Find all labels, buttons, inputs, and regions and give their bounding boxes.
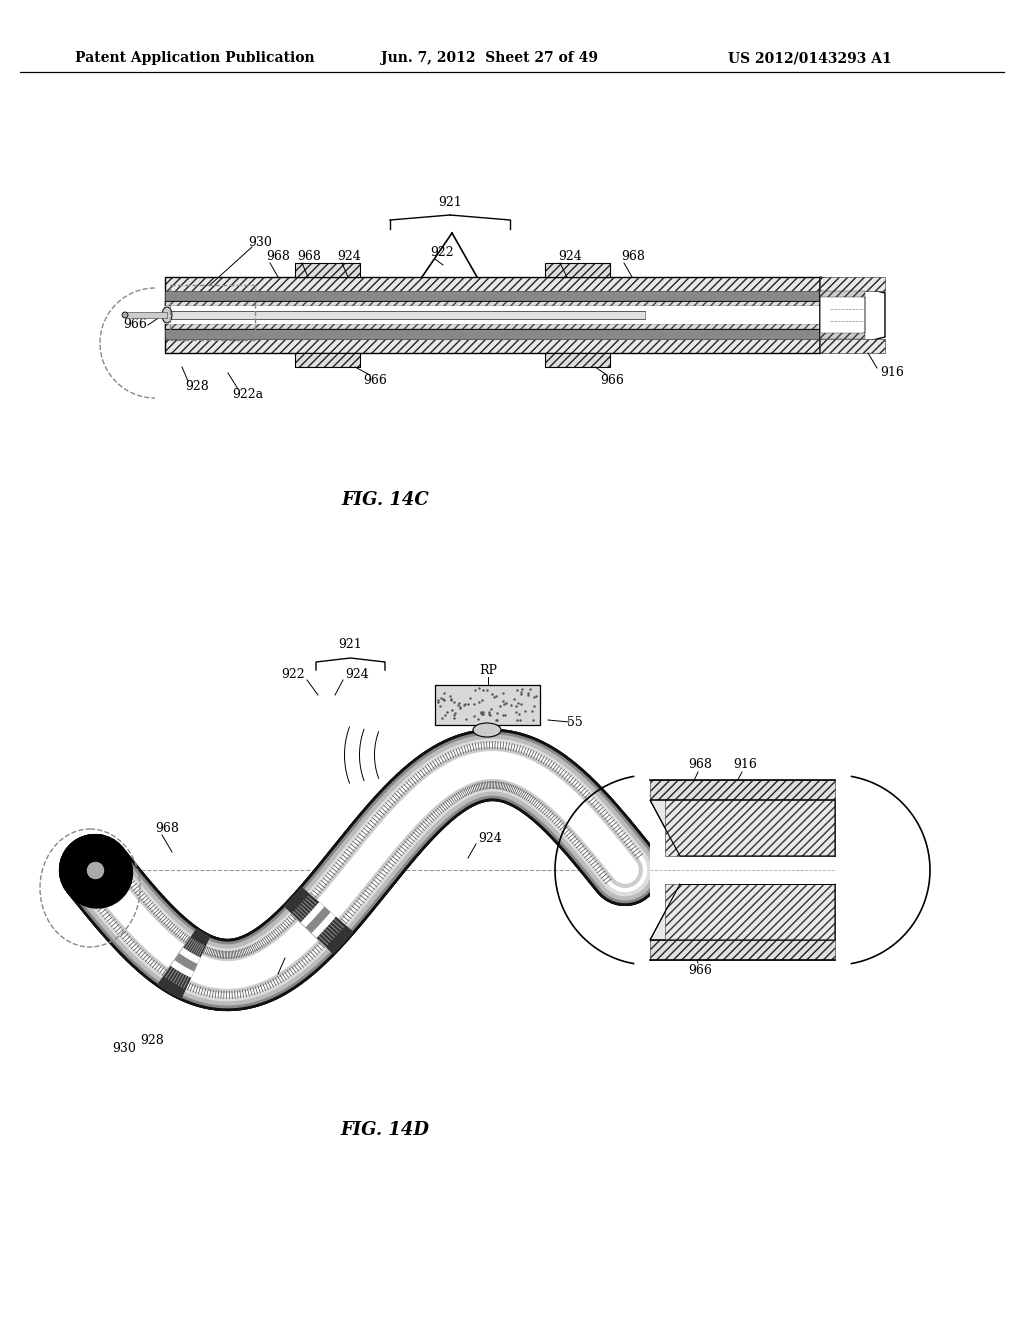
Text: 966: 966 [600,374,624,387]
Text: 930: 930 [248,236,272,249]
Ellipse shape [162,308,172,323]
Bar [170,285,255,341]
Text: FIG. 14D: FIG. 14D [341,1121,429,1139]
Bar [434,685,540,725]
Text: FIG. 14C: FIG. 14C [341,491,429,510]
Polygon shape [650,884,835,940]
Bar [545,352,610,367]
Bar [165,290,820,301]
Bar [665,800,835,855]
Text: 968: 968 [155,821,179,834]
Bar [820,333,865,339]
Bar [650,780,835,800]
Bar [295,263,360,277]
Text: 55: 55 [567,715,583,729]
Bar [545,263,610,277]
Bar [165,323,820,329]
Bar [295,352,360,367]
Text: 916: 916 [733,759,757,771]
Bar [165,306,820,323]
Text: US 2012/0143293 A1: US 2012/0143293 A1 [728,51,892,65]
Text: 924: 924 [337,251,360,264]
Bar [665,884,835,940]
Ellipse shape [473,723,501,737]
Bar [165,312,645,319]
Bar [165,301,820,306]
Text: 825: 825 [272,974,296,986]
Text: RP: RP [479,664,497,676]
Text: 924: 924 [478,832,502,845]
Text: 966: 966 [364,374,387,387]
Bar [165,301,820,329]
Text: 968: 968 [688,759,712,771]
Text: 966: 966 [123,318,147,331]
Text: 921: 921 [438,197,462,210]
Text: 930: 930 [112,1041,136,1055]
Polygon shape [820,290,865,339]
Bar [650,940,835,960]
Text: 968: 968 [621,251,645,264]
Text: Patent Application Publication: Patent Application Publication [75,51,314,65]
Text: 922: 922 [282,668,305,681]
Bar [165,277,820,352]
Bar [295,263,360,277]
Bar [820,277,885,290]
Bar [545,352,610,367]
Text: 968: 968 [297,251,321,264]
Text: 922: 922 [430,247,454,260]
Bar [165,339,820,352]
Bar [650,780,835,960]
Ellipse shape [122,312,128,318]
Bar [165,301,820,329]
Bar [680,855,835,884]
Text: 966: 966 [688,964,712,977]
Bar [820,290,865,297]
Text: 924: 924 [345,668,369,681]
Polygon shape [820,277,885,352]
Bar [820,339,885,352]
Text: 921: 921 [338,638,361,651]
Bar [125,312,167,318]
Text: 928: 928 [140,1034,164,1047]
Text: Jun. 7, 2012  Sheet 27 of 49: Jun. 7, 2012 Sheet 27 of 49 [382,51,598,65]
Text: 924: 924 [558,251,582,264]
Bar [165,329,820,339]
Bar [295,352,360,367]
Text: 928: 928 [185,380,209,393]
Text: 968: 968 [266,251,290,264]
Bar [545,263,610,277]
Text: 922a: 922a [232,388,263,401]
Text: 922: 922 [648,792,672,804]
Text: 916: 916 [880,367,904,380]
Bar [165,277,820,290]
Polygon shape [650,800,835,855]
